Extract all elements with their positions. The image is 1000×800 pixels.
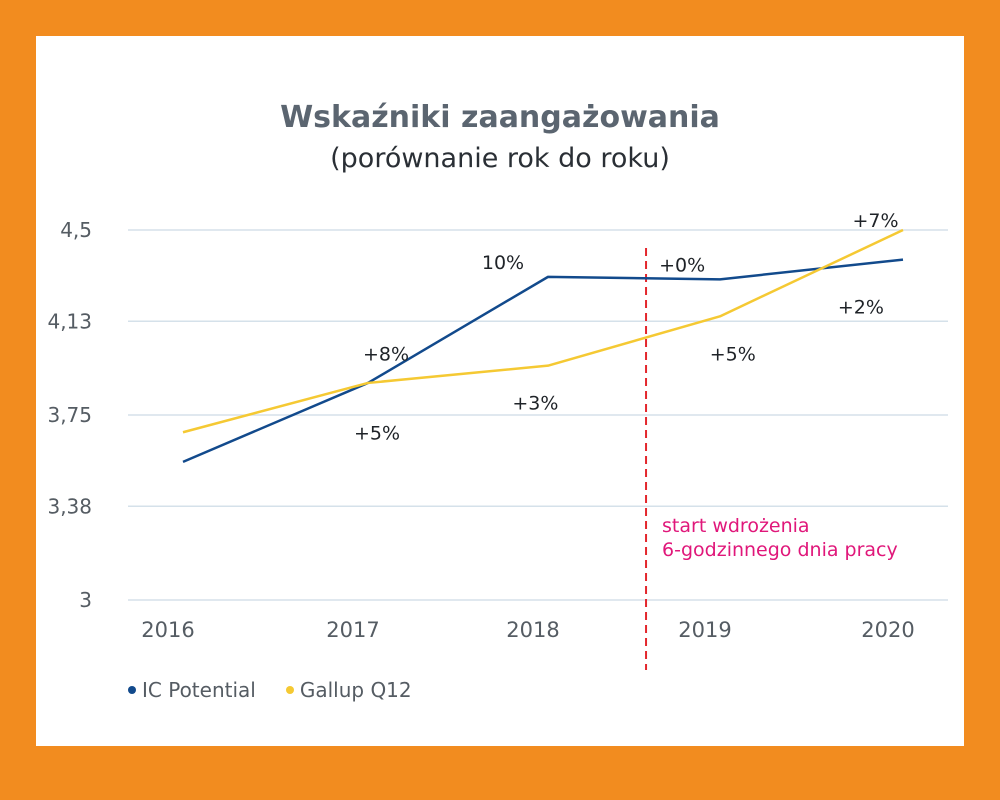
series-line-ic-potential [182, 258, 904, 464]
legend-marker-icon [285, 686, 294, 694]
data-label: 10% [482, 252, 524, 274]
annotation-text: 6-godzinnego dnia pracy [662, 539, 898, 561]
x-tick-label: 2020 [861, 618, 914, 642]
data-labels: +8% +5% 10% +3% +0% +5% +7% +2% [354, 210, 899, 444]
data-label: +8% [363, 343, 409, 365]
chart-panel [36, 36, 964, 746]
legend-label: Gallup Q12 [299, 678, 412, 702]
gridlines [128, 229, 948, 601]
data-label: +7% [853, 210, 899, 232]
data-label: +5% [710, 343, 756, 365]
data-label: +3% [512, 393, 558, 415]
x-tick-label: 2018 [506, 618, 559, 642]
x-axis-ticks: 2016 2017 2018 2019 2020 [141, 618, 914, 642]
legend-label: IC Potential [142, 678, 256, 702]
data-label: +5% [354, 422, 400, 444]
y-tick-label: 3,75 [47, 403, 92, 427]
legend-item-gallup-q12: Gallup Q12 [285, 678, 412, 702]
data-label: +2% [838, 296, 884, 318]
x-tick-label: 2016 [141, 618, 194, 642]
legend: IC Potential Gallup Q12 [128, 678, 412, 702]
data-label: +0% [659, 255, 705, 277]
y-tick-label: 3,38 [47, 494, 92, 518]
x-tick-label: 2019 [678, 618, 731, 642]
y-tick-label: 3 [79, 588, 92, 612]
chart-subtitle: (porównanie rok do roku) [330, 143, 670, 174]
y-tick-label: 4,5 [60, 218, 92, 242]
chart-title: Wskaźniki zaangażowania [280, 100, 720, 135]
legend-item-ic-potential: IC Potential [128, 678, 256, 702]
annotation-text: start wdrożenia [662, 515, 810, 537]
series-lines [182, 228, 904, 464]
x-tick-label: 2017 [326, 618, 379, 642]
y-tick-label: 4,13 [47, 309, 92, 333]
legend-marker-icon [128, 686, 136, 694]
y-axis-ticks: 4,5 4,13 3,75 3,38 3 [47, 218, 92, 612]
